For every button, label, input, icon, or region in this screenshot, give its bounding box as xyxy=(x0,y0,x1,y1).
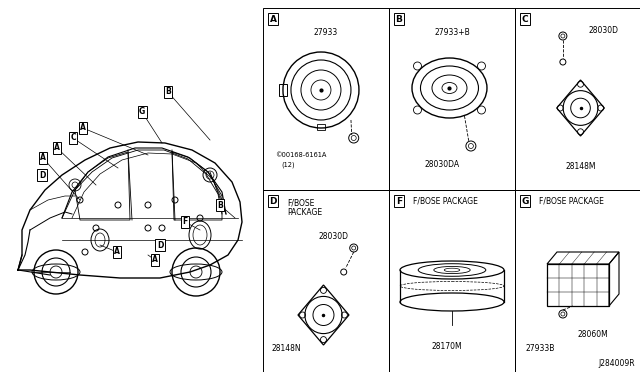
Bar xyxy=(279,84,287,96)
Text: B: B xyxy=(396,15,403,23)
Bar xyxy=(389,8,515,190)
Text: B: B xyxy=(165,87,171,96)
Text: J284009R: J284009R xyxy=(598,359,635,368)
Text: 28148N: 28148N xyxy=(271,344,301,353)
Bar xyxy=(515,190,640,372)
Text: F/BOSE: F/BOSE xyxy=(287,198,314,207)
Text: 27933+B: 27933+B xyxy=(434,28,470,37)
Text: 28030DA: 28030DA xyxy=(424,160,460,169)
Text: 28170M: 28170M xyxy=(431,342,462,351)
Text: D: D xyxy=(157,241,163,250)
Text: (12): (12) xyxy=(281,162,294,169)
Text: PACKAGE: PACKAGE xyxy=(287,208,322,217)
Text: G: G xyxy=(522,196,529,205)
Text: F: F xyxy=(396,196,402,205)
Text: B: B xyxy=(217,201,223,209)
Text: F/BOSE PACKAGE: F/BOSE PACKAGE xyxy=(539,196,604,205)
Text: 27933B: 27933B xyxy=(525,344,554,353)
Text: A: A xyxy=(80,124,86,132)
Text: A: A xyxy=(152,256,158,264)
Text: C: C xyxy=(70,134,76,142)
Text: A: A xyxy=(114,247,120,257)
Text: D: D xyxy=(39,170,45,180)
Text: F: F xyxy=(182,218,188,227)
Text: C: C xyxy=(522,15,528,23)
Text: 28148M: 28148M xyxy=(565,162,596,171)
Text: 28030D: 28030D xyxy=(319,232,349,241)
Text: A: A xyxy=(54,144,60,153)
Text: 28060M: 28060M xyxy=(578,330,609,339)
Text: 27933: 27933 xyxy=(314,28,338,37)
Bar xyxy=(263,190,389,372)
Bar xyxy=(317,124,325,130)
Bar xyxy=(515,8,640,190)
Text: F/BOSE PACKAGE: F/BOSE PACKAGE xyxy=(413,196,478,205)
Bar xyxy=(263,8,389,190)
Text: A: A xyxy=(269,15,276,23)
Text: A: A xyxy=(40,154,46,163)
Bar xyxy=(389,190,515,372)
Text: D: D xyxy=(269,196,276,205)
Text: ©00168-6161A: ©00168-6161A xyxy=(275,152,326,158)
Bar xyxy=(547,264,609,306)
Text: G: G xyxy=(139,108,145,116)
Text: 28030D: 28030D xyxy=(588,26,618,35)
